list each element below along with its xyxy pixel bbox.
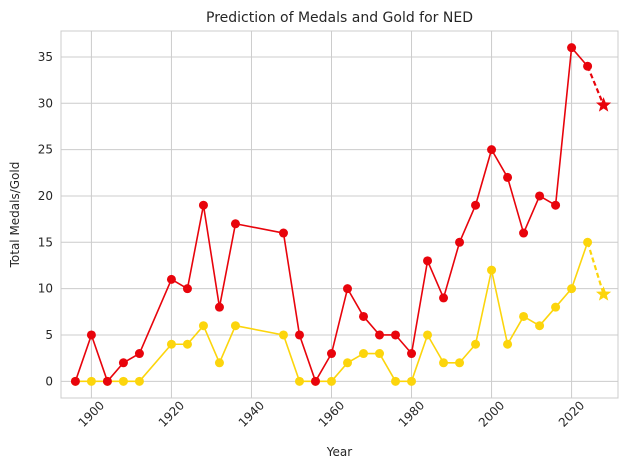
data-point xyxy=(423,330,432,339)
x-tick-label: 1940 xyxy=(236,398,267,429)
x-tick-label: 1980 xyxy=(396,398,427,429)
data-point xyxy=(455,358,464,367)
data-point xyxy=(199,201,208,210)
data-point xyxy=(119,377,128,386)
data-point xyxy=(135,377,144,386)
data-point xyxy=(583,62,592,71)
data-point xyxy=(375,349,384,358)
data-point xyxy=(119,358,128,367)
data-point xyxy=(391,377,400,386)
y-tick-label: 25 xyxy=(38,143,53,157)
data-point xyxy=(311,377,320,386)
x-tick-label: 2020 xyxy=(556,398,587,429)
data-point xyxy=(231,219,240,228)
data-point xyxy=(327,349,336,358)
y-axis-label: Total Medals/Gold xyxy=(8,162,22,269)
data-point xyxy=(167,275,176,284)
data-point xyxy=(535,191,544,200)
data-point xyxy=(279,229,288,238)
data-point xyxy=(567,284,576,293)
data-point xyxy=(439,358,448,367)
data-point xyxy=(407,349,416,358)
data-point xyxy=(551,201,560,210)
data-point xyxy=(183,340,192,349)
data-point xyxy=(503,340,512,349)
y-tick-label: 15 xyxy=(38,235,53,249)
data-point xyxy=(279,330,288,339)
data-point xyxy=(567,43,576,52)
data-point xyxy=(551,303,560,312)
data-point xyxy=(359,349,368,358)
data-point xyxy=(519,229,528,238)
y-tick-labels: 0 5 10 15 20 25 30 35 xyxy=(38,50,53,388)
x-tick-label: 1960 xyxy=(316,398,347,429)
data-point xyxy=(199,321,208,330)
data-point xyxy=(407,377,416,386)
data-point xyxy=(71,377,80,386)
data-point xyxy=(391,330,400,339)
y-tick-label: 20 xyxy=(38,189,53,203)
data-point xyxy=(295,377,304,386)
y-tick-label: 5 xyxy=(45,328,53,342)
data-point xyxy=(535,321,544,330)
data-point xyxy=(487,266,496,275)
y-tick-label: 10 xyxy=(38,282,53,296)
data-point xyxy=(343,358,352,367)
data-point xyxy=(439,293,448,302)
data-point xyxy=(87,377,96,386)
y-tick-label: 35 xyxy=(38,50,53,64)
x-tick-label: 2000 xyxy=(476,398,507,429)
x-tick-labels: 1900 1920 1940 1960 1980 2000 2020 xyxy=(76,398,588,429)
data-point xyxy=(103,377,112,386)
data-point xyxy=(327,377,336,386)
data-point xyxy=(231,321,240,330)
data-point xyxy=(359,312,368,321)
data-point xyxy=(167,340,176,349)
data-point xyxy=(583,238,592,247)
data-point xyxy=(215,358,224,367)
x-axis-label: Year xyxy=(326,445,352,459)
data-point xyxy=(503,173,512,182)
data-point xyxy=(375,330,384,339)
y-tick-label: 30 xyxy=(38,96,53,110)
x-tick-label: 1900 xyxy=(76,398,107,429)
data-point xyxy=(87,330,96,339)
data-point xyxy=(215,303,224,312)
data-point xyxy=(519,312,528,321)
data-point xyxy=(471,201,480,210)
data-point xyxy=(135,349,144,358)
data-point xyxy=(343,284,352,293)
data-point xyxy=(183,284,192,293)
x-tick-label: 1920 xyxy=(156,398,187,429)
y-tick-label: 0 xyxy=(45,374,53,388)
data-point xyxy=(471,340,480,349)
data-point xyxy=(455,238,464,247)
data-point xyxy=(487,145,496,154)
chart-title: Prediction of Medals and Gold for NED xyxy=(206,10,473,26)
data-point xyxy=(423,256,432,265)
data-point xyxy=(295,330,304,339)
